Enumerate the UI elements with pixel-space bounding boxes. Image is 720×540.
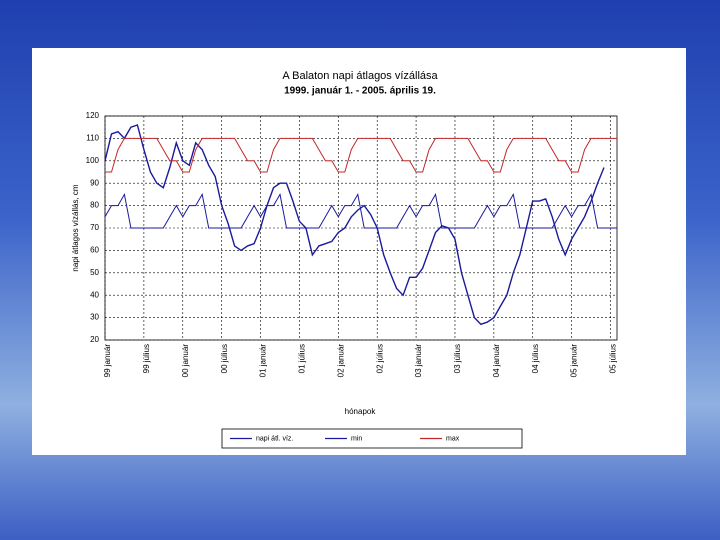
legend — [221, 428, 523, 449]
x-axis-label: hónapok — [345, 407, 377, 416]
y-tick-label: 120 — [86, 111, 100, 120]
x-tick-label: 00 július — [220, 344, 229, 373]
x-tick-label: 99 január — [103, 344, 112, 378]
x-tick-label: 05 július — [609, 344, 618, 373]
x-tick-label: 99 július — [142, 344, 151, 373]
x-tick-label: 03 július — [453, 344, 462, 373]
legend-label: max — [446, 435, 460, 442]
series-line — [104, 192, 617, 229]
legend-label: napi átl. víz. — [256, 435, 293, 442]
x-tick-label: 03 január — [414, 344, 423, 378]
series-line — [104, 124, 605, 326]
y-tick-label: 90 — [90, 178, 99, 187]
x-tick-label: 01 január — [259, 344, 268, 378]
y-tick-label: 20 — [90, 335, 99, 344]
series-line — [105, 137, 617, 173]
chart-title: A Balaton napi átlagos vízállása — [282, 70, 438, 82]
legend-label: min — [351, 435, 362, 442]
y-tick-label: 100 — [86, 156, 100, 165]
y-tick-label: 40 — [90, 290, 99, 299]
x-tick-label: 02 január — [336, 344, 345, 378]
y-tick-label: 60 — [90, 246, 99, 255]
chart-subtitle: 1999. január 1. - 2005. április 19. — [284, 86, 436, 97]
y-tick-label: 80 — [90, 201, 99, 210]
x-tick-label: 02 július — [375, 344, 384, 373]
x-tick-label: 01 július — [298, 344, 307, 373]
x-tick-label: 05 január — [570, 344, 579, 378]
y-tick-label: 50 — [90, 268, 99, 277]
y-tick-label: 70 — [90, 223, 99, 232]
x-tick-label: 00 január — [181, 344, 190, 378]
x-tick-label: 04 január — [492, 344, 501, 378]
y-tick-label: 30 — [90, 313, 99, 322]
y-tick-label: 110 — [86, 134, 99, 143]
chart-panel — [32, 48, 686, 455]
y-axis-label: napi átlagos vízállás, cm — [71, 184, 80, 271]
x-tick-label: 04 július — [531, 344, 540, 373]
